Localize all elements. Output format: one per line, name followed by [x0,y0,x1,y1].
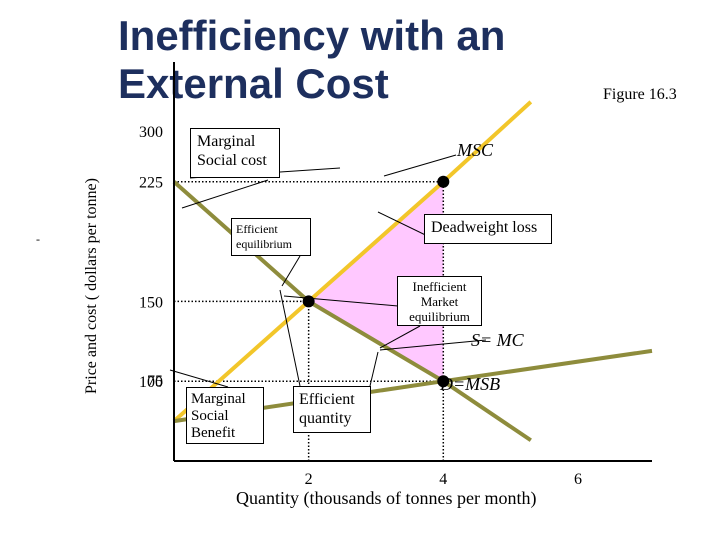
x-axis-label: Quantity (thousands of tonnes per month) [236,488,537,508]
chart-title: Inefficiency with an External Cost [118,12,506,107]
efficient-equilibrium-box: Efficient equilibrium [231,218,311,256]
msc-line [172,100,533,423]
annotation-pointer-2 [281,255,301,287]
y-tick-label-225: 225 [139,175,163,192]
equilibrium-point-1 [437,375,450,388]
figure-label: Figure 16.3 [603,86,677,103]
supply-line-label: S= MC [471,330,524,350]
y-tick-label-150: 150 [139,294,163,311]
y-tick-label-100: 100 [139,374,163,391]
y-tick-label-300: 300 [139,124,163,141]
msc-line-label: MSC [457,140,493,160]
annotation-pointer-1 [181,179,269,209]
annotation-pointer-4 [283,295,399,307]
annotation-pointer-7 [169,369,229,388]
equilibrium-point-2 [437,175,450,188]
annotation-pointer-9 [369,351,379,387]
x-tick-label-6: 6 [574,471,582,488]
annotation-pointer-6 [379,339,487,351]
annotation-pointer-10 [383,154,457,177]
annotation-pointer-8 [279,289,301,387]
y-tick-label-75: 75 [147,373,163,390]
stray-mark: - [36,232,40,246]
x-tick-label-2: 2 [305,471,313,488]
msb-annotation-box: Marginal Social Benefit [186,387,264,444]
annotation-pointer-5 [379,325,421,349]
deadweight-loss-box: Deadweight loss [424,214,552,244]
efficient-quantity-box: Efficient quantity [293,386,371,433]
equilibrium-point-0 [302,295,315,308]
x-tick-label-4: 4 [439,471,447,488]
inefficient-equilibrium-box: Inefficient Market equilibrium [397,276,482,326]
demand-line-label: D=MSB [440,374,501,394]
msc-annotation-box: Marginal Social cost [190,128,280,178]
